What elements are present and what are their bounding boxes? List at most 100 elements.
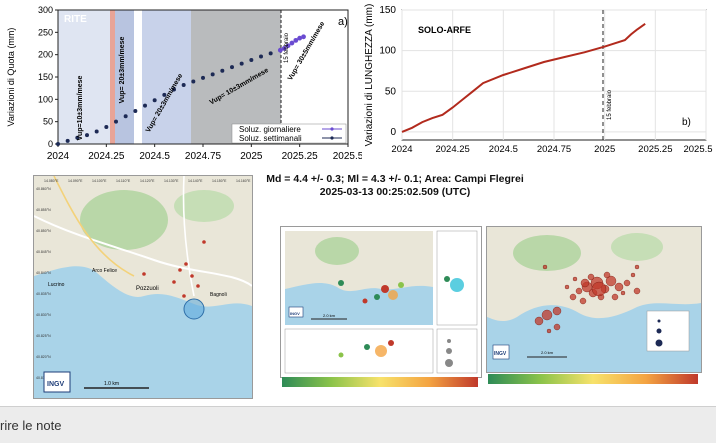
magnitude-legend <box>646 310 690 352</box>
length-series-line <box>401 22 646 133</box>
data-point <box>85 133 89 138</box>
lat-tick-label: 40.830°N <box>36 313 51 317</box>
quake-marker[interactable] <box>178 268 182 272</box>
data-point <box>133 108 138 113</box>
x-tick-label: 2024.5 <box>139 151 170 162</box>
quake-marker[interactable] <box>546 328 552 334</box>
road <box>182 176 195 297</box>
period-label: Vup= 20±3mm/mese <box>119 36 126 103</box>
ingv-logo-text: INGV <box>494 351 507 357</box>
quake-marker[interactable] <box>603 271 611 279</box>
quake-marker[interactable] <box>569 293 577 301</box>
legend-marker <box>447 339 451 343</box>
green-area <box>174 190 234 222</box>
y-tick-label: 250 <box>38 27 53 37</box>
quake-marker[interactable] <box>362 298 368 304</box>
data-point <box>191 79 196 84</box>
quake-marker[interactable] <box>587 273 595 281</box>
map-seismicity[interactable]: INGV 2.0 km <box>486 226 702 373</box>
data-point <box>94 129 99 134</box>
data-point <box>230 65 234 70</box>
event-epicenter[interactable] <box>183 298 205 320</box>
legend <box>231 123 347 144</box>
lat-tick-label: 40.855°N <box>36 208 51 212</box>
station-label: SOLO-ARFE <box>418 25 471 35</box>
quake-marker[interactable] <box>580 278 590 288</box>
magnitude-legend <box>436 328 478 374</box>
x-tick-label: 2025.25 <box>282 151 319 162</box>
x-tick-label: 2024.25 <box>88 151 125 162</box>
quake-marker[interactable] <box>579 297 587 305</box>
quake-marker[interactable] <box>172 280 176 284</box>
y-axis-label: Variazioni di Quota (mm) <box>6 28 16 127</box>
legend-marker <box>445 359 453 367</box>
quake-marker[interactable] <box>634 264 640 270</box>
quake-marker[interactable] <box>338 352 344 358</box>
quake-marker[interactable] <box>542 264 548 270</box>
panel-label: b) <box>682 117 691 128</box>
quake-marker[interactable] <box>614 282 624 292</box>
y-tick-label: 0 <box>390 127 396 138</box>
quake-marker[interactable] <box>575 287 583 295</box>
quake-marker[interactable] <box>450 278 464 292</box>
quake-marker[interactable] <box>623 279 631 287</box>
lat-tick-label: 40.840°N <box>36 271 51 275</box>
legend-marker <box>657 319 661 323</box>
period-band <box>142 10 191 144</box>
data-point <box>210 72 215 77</box>
quake-marker[interactable] <box>202 240 206 244</box>
data-point <box>277 47 283 53</box>
map-sections[interactable]: INGV 2.0 km <box>280 226 482 378</box>
quake-marker[interactable] <box>142 272 146 276</box>
data-point <box>281 46 287 51</box>
y-tick-label: 200 <box>38 50 53 60</box>
quake-marker[interactable] <box>338 280 344 286</box>
quake-marker[interactable] <box>196 284 200 288</box>
x-tick-label: 2025 <box>594 144 615 155</box>
x-tick-label: 2025 <box>240 151 263 162</box>
lat-tick-label: 40.825°N <box>36 334 51 338</box>
notes-label[interactable]: rire le note <box>0 418 62 433</box>
quake-marker[interactable] <box>388 290 398 300</box>
data-point <box>301 34 306 40</box>
green-area <box>80 190 168 250</box>
data-point <box>201 75 205 80</box>
quake-marker[interactable] <box>184 262 188 266</box>
quake-marker[interactable] <box>553 323 561 331</box>
quake-marker[interactable] <box>564 284 570 290</box>
depth-section-ew <box>284 328 434 374</box>
quake-marker[interactable] <box>572 276 578 282</box>
notes-bar[interactable]: rire le note <box>0 406 716 443</box>
quake-marker[interactable] <box>552 306 562 316</box>
y-tick-label: 150 <box>38 72 53 82</box>
place-label: Bagnoli <box>210 292 227 298</box>
quake-marker[interactable] <box>611 293 619 301</box>
data-point <box>285 43 291 49</box>
legend-entry: Soluz. settimanali <box>239 134 302 143</box>
quake-marker[interactable] <box>591 281 607 297</box>
data-point <box>172 87 176 92</box>
quake-marker[interactable] <box>633 287 641 295</box>
quake-marker[interactable] <box>541 309 553 321</box>
quake-marker[interactable] <box>444 276 450 282</box>
quake-marker[interactable] <box>374 294 380 300</box>
quake-marker[interactable] <box>388 340 394 346</box>
station-label: RITE <box>64 14 87 25</box>
quake-marker[interactable] <box>375 345 387 357</box>
data-point <box>162 92 167 97</box>
quake-marker[interactable] <box>381 285 389 293</box>
map-pozzuoli[interactable]: Pozzuoli Arco Felice Bagnoli Lucrino 40.… <box>33 175 253 399</box>
legend-marker <box>330 127 334 131</box>
quake-marker[interactable] <box>190 274 194 278</box>
x-tick-label: 2024.25 <box>435 144 469 155</box>
quake-marker[interactable] <box>620 290 626 296</box>
quake-marker[interactable] <box>605 275 617 287</box>
data-point <box>56 142 60 146</box>
quake-marker[interactable] <box>630 272 636 278</box>
quake-marker[interactable] <box>182 294 186 298</box>
quake-marker[interactable] <box>364 344 370 350</box>
quake-marker[interactable] <box>534 316 544 326</box>
green-area <box>315 237 359 265</box>
lat-tick-label: 40.835°N <box>36 292 51 296</box>
quake-marker[interactable] <box>398 282 404 288</box>
